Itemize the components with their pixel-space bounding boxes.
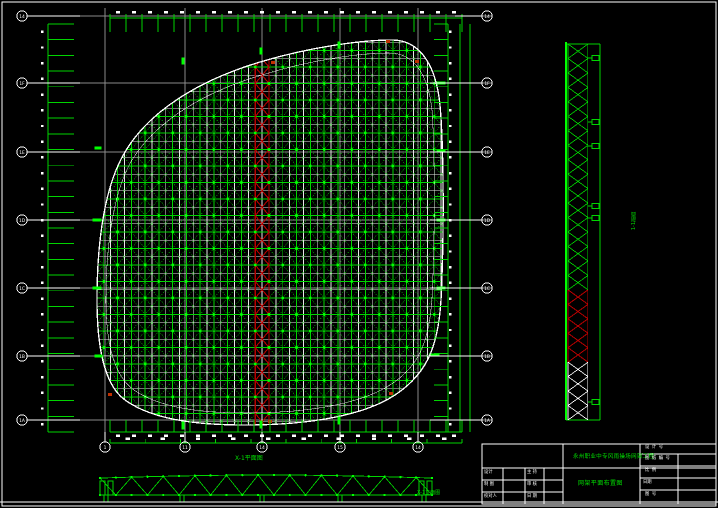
grid-bubble-label: 1B (484, 354, 490, 360)
elevation-truss-group (0, 473, 718, 503)
dimension-string-right (434, 23, 471, 433)
grid-bubble-label: 1C (484, 286, 490, 292)
title-block-frame (481, 443, 717, 505)
grid-bubble-right[interactable]: 1D (430, 214, 493, 226)
grid-bubble-left[interactable]: 1A (16, 414, 80, 426)
dimension-string-bottom (109, 420, 463, 444)
grid-bubble-label: 1C (19, 286, 25, 292)
section-view-group (565, 42, 601, 421)
grid-bubble-bottom[interactable]: 14 (412, 432, 424, 453)
grid-bubble-label: 11 (182, 445, 188, 451)
grid-bubble-right[interactable]: 1C (430, 282, 493, 294)
grid-bubble-bottom[interactable]: 11 (179, 432, 191, 453)
grid-bubble-bottom[interactable]: 1 (99, 432, 111, 453)
grid-bubble-label: 14 (19, 14, 25, 20)
grid-bubble-label: 1 (104, 445, 107, 451)
grid-bubble-left[interactable]: 1C (16, 282, 80, 294)
grid-bubble-label: 1B (19, 354, 25, 360)
grid-bubble-label: 1F (19, 81, 25, 87)
grid-bubble-label: 14 (415, 445, 421, 451)
grid-bubble-left[interactable]: 1F (16, 77, 80, 89)
grid-bubble-left[interactable]: 1E (16, 146, 80, 158)
grid-bubble-label: 1D (19, 218, 26, 224)
grid-bubble-label: 1A (484, 418, 490, 424)
grid-bubble-label: 15 (337, 445, 343, 451)
plan-boundary-outline (96, 39, 444, 426)
grid-bubble-right[interactable]: 1F (430, 77, 493, 89)
grid-bubble-label: 1A (19, 418, 25, 424)
grid-bubble-bottom[interactable]: 15 (334, 432, 346, 453)
grid-bubble-right[interactable]: 1B (430, 350, 493, 362)
grid-bubbles-bottom[interactable]: 1 11 14 15 14 (99, 432, 424, 453)
grid-bubble-bottom[interactable]: 14 (256, 432, 268, 453)
grid-bubble-left[interactable]: 14 (16, 10, 80, 22)
grid-bubble-label: 1F (484, 81, 490, 87)
dimension-string-top (109, 11, 463, 32)
dimension-string-left (41, 23, 74, 433)
grid-bubble-label: 14 (259, 445, 265, 451)
grid-bubbles-right[interactable]: 1F 1E 1D 1C 1B 1A 14 (430, 10, 493, 426)
grid-bubble-left[interactable]: 1D (16, 214, 80, 226)
grid-bubble-right[interactable]: 1E (430, 146, 493, 158)
grid-bubble-right[interactable]: 14 (455, 10, 493, 22)
grid-bubble-right[interactable]: 1A (430, 414, 493, 426)
grid-bubble-label: 1E (484, 150, 490, 156)
grid-bubble-left[interactable]: 1B (16, 350, 80, 362)
grid-bubble-label: 14 (484, 14, 490, 20)
grid-bubble-label: 1E (19, 150, 25, 156)
plan-boundary-inner-ring (105, 52, 435, 414)
grid-bubble-label: 1D (484, 218, 491, 224)
grid-bubbles-left[interactable]: 14 1F 1E 1D 1C 1B 1A (16, 10, 80, 426)
